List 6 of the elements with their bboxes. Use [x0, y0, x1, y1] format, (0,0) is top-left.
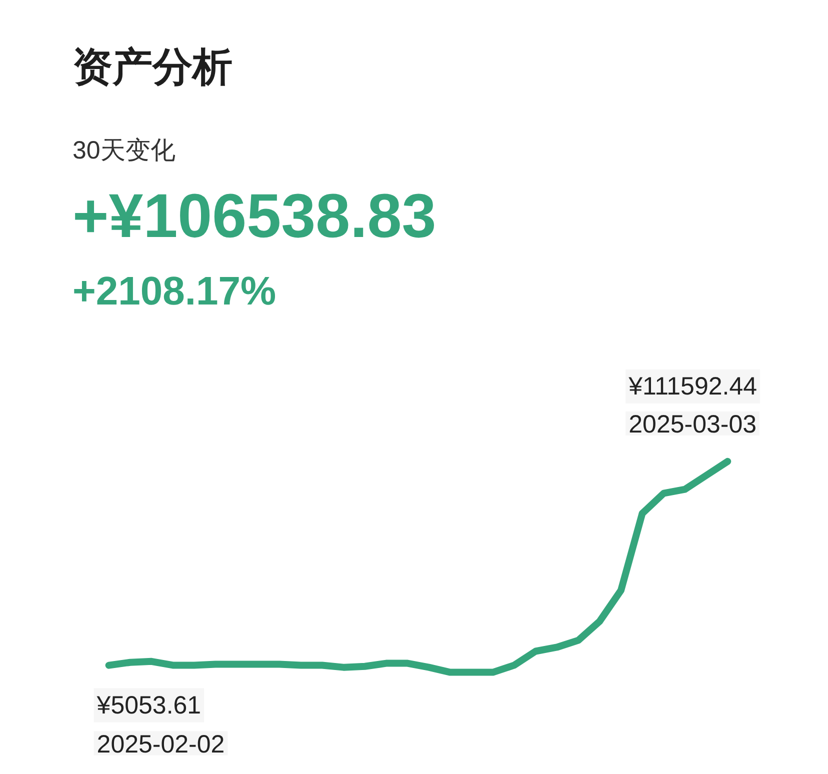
data-label: ¥111592.44 2025-03-03: [628, 372, 758, 438]
text: +¥106538.83: [72, 182, 436, 251]
text: +2108.17%: [72, 270, 276, 314]
chart-title: 资产分析: [72, 46, 232, 90]
chart-subtitle: 30天变化: [72, 136, 176, 164]
data-label: ¥5053.61 2025-02-02: [96, 691, 225, 758]
